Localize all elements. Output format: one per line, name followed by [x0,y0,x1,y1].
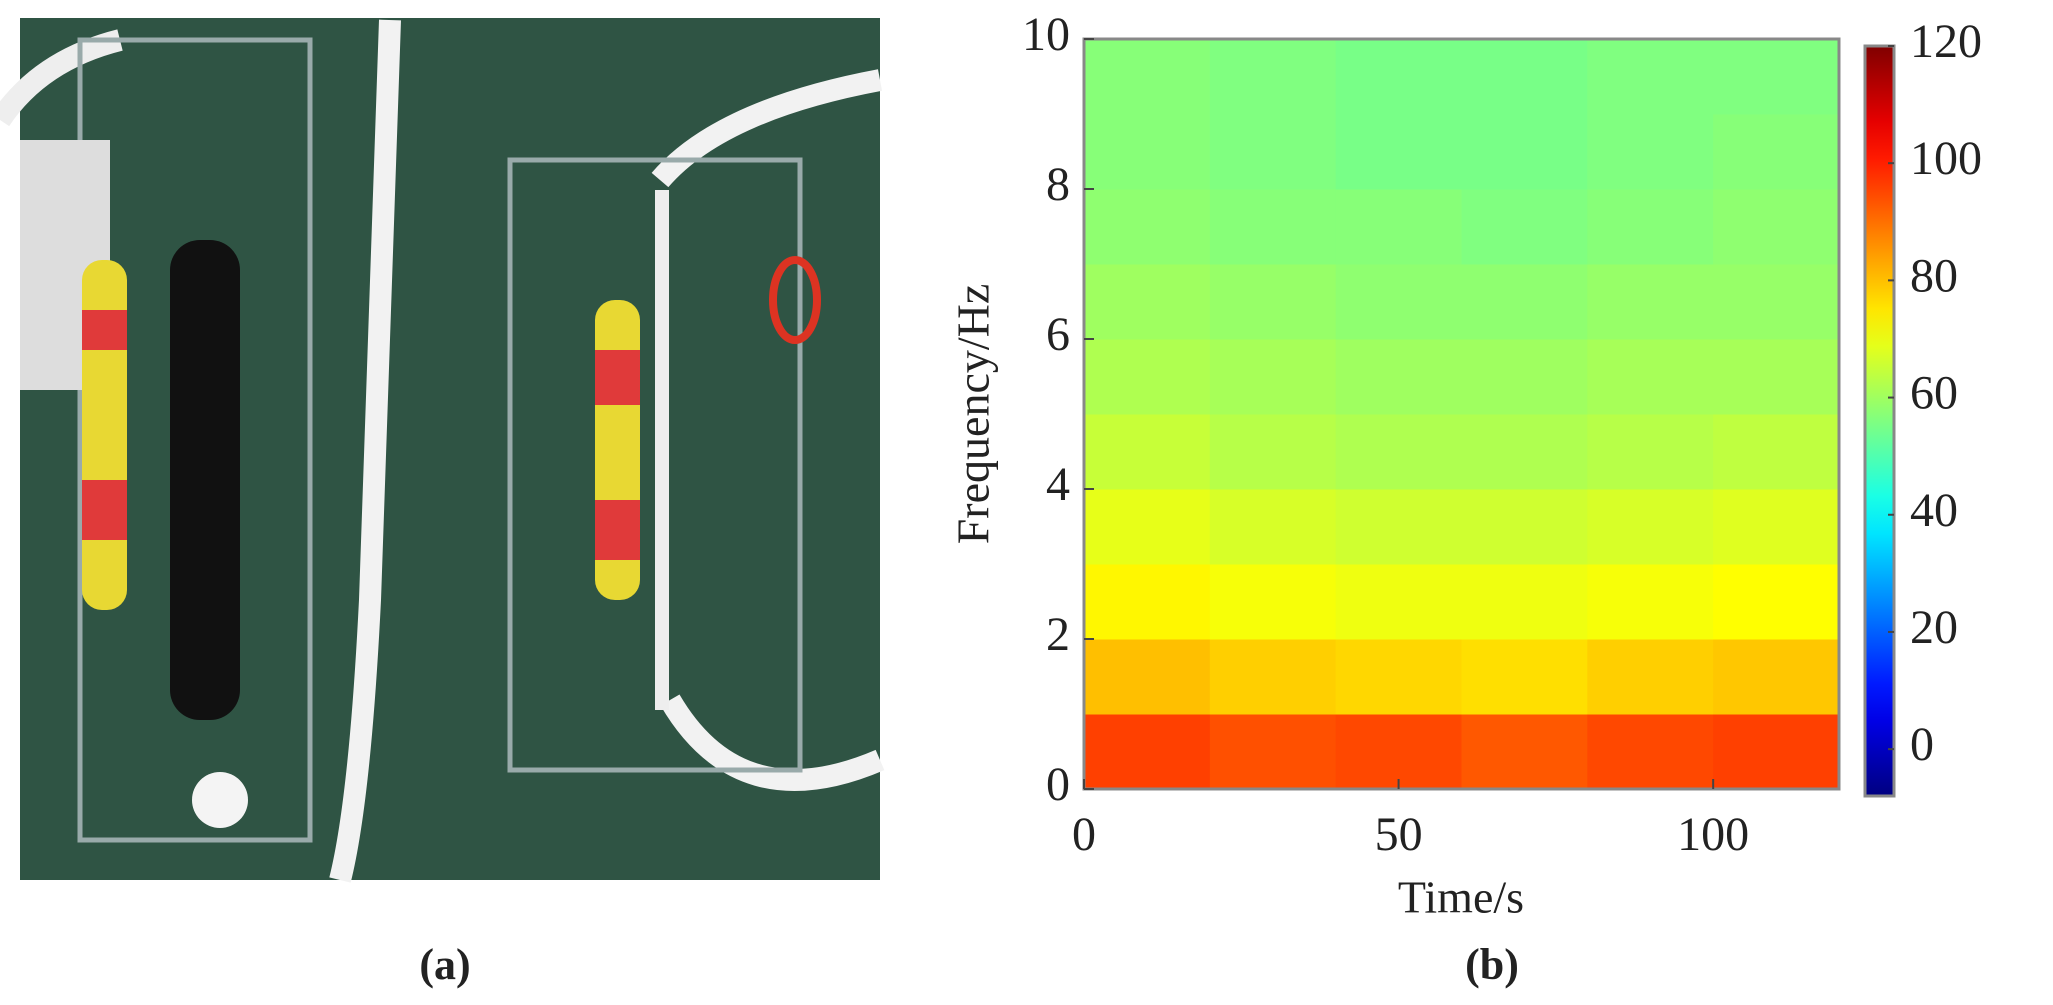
heatmap-cell [1209,414,1337,490]
heatmap-cell [1335,39,1462,115]
heatmap-cell [1335,639,1462,715]
photo [0,18,885,883]
heatmap-cell [1461,414,1588,490]
colorbar-tick-label: 100 [1910,132,1982,185]
heatmap-cell [1713,189,1840,265]
heatmap-cell [1587,564,1714,640]
heatmap-cell [1209,714,1337,790]
heatmap-cell [1713,489,1840,565]
colorbar-tick-label: 0 [1910,718,1934,771]
y-tick-label: 6 [1046,308,1070,361]
colorbar [1863,44,1896,798]
heatmap-cell [1209,489,1337,565]
heatmap-cell [1461,489,1588,565]
y-tick-label: 4 [1046,458,1070,511]
heatmap-cell [1461,639,1588,715]
y-axis-label: Frequency/Hz [948,284,999,545]
heatmap-cell [1084,414,1211,490]
heatmap-cell [1587,489,1714,565]
heatmap-cell [1209,189,1337,265]
heatmap-cell [1587,189,1714,265]
y-tick-label: 10 [1022,8,1070,61]
heatmap-cell [1587,639,1714,715]
colorbar-tick-label: 20 [1910,601,1958,654]
panel-label: (b) [1465,940,1519,989]
heatmap-cell [1335,714,1462,790]
heatmap-cell [1713,414,1840,490]
heatmap-cell [1713,339,1840,415]
heatmap-cell [1209,114,1337,190]
panel-label: (a) [419,940,470,989]
x-axis-label: Time/s [1398,872,1524,923]
y-tick-label: 0 [1046,758,1070,811]
heatmap-cell [1587,39,1714,115]
y-tick-label: 8 [1046,158,1070,211]
heatmap-cell [1209,39,1337,115]
colorbar-tick-label: 40 [1910,484,1958,537]
heatmap-cell [1335,339,1462,415]
heatmap-cell [1209,564,1337,640]
heatmap-cell [1335,414,1462,490]
heatmap-cell [1335,564,1462,640]
heatmap-cell [1209,339,1337,415]
y-tick-label: 2 [1046,608,1070,661]
colorbar-tick-label: 60 [1910,367,1958,420]
x-tick-label: 100 [1677,808,1749,861]
heatmap-cell [1713,39,1840,115]
heatmap-cell [1461,564,1588,640]
heatmap-cell [1209,639,1337,715]
heatmap-cell [1461,264,1588,340]
heatmap-cell [1713,564,1840,640]
heatmap-cell [1084,189,1211,265]
heatmap-cell [1713,714,1840,790]
heatmap-cell [1587,414,1714,490]
heatmap-cell [1084,714,1211,790]
heatmap-cell [1084,489,1211,565]
heatmap-cell [1084,39,1211,115]
x-tick-label: 0 [1072,808,1096,861]
heatmap-cell [1461,114,1588,190]
heatmap-cell [1587,114,1714,190]
heatmap-cell [1084,339,1211,415]
heatmap-cell [1587,264,1714,340]
heatmap-cell [1461,714,1588,790]
colorbar-tick-label: 80 [1910,249,1958,302]
heatmap-cell [1335,489,1462,565]
heatmap-cell [1209,264,1337,340]
heatmap-cell [1713,639,1840,715]
heatmap-cell [1713,264,1840,340]
heatmap-cell [1335,264,1462,340]
heatmap-cell [1335,189,1462,265]
heatmap-cell [1461,339,1588,415]
heatmap-cell [1461,189,1588,265]
heatmap-cell [1461,39,1588,115]
heatmap-cell [1587,339,1714,415]
heatmap-cell [1084,114,1211,190]
heatmap-cell [1084,564,1211,640]
plot-frame [1082,37,1841,791]
heatmap-cell [1713,114,1840,190]
heatmap-cell [1587,714,1714,790]
heatmap-cell [1335,114,1462,190]
colorbar-tick-label: 120 [1910,15,1982,68]
heatmap-cell [1084,264,1211,340]
x-tick-label: 50 [1375,808,1423,861]
heatmap-cell [1084,639,1211,715]
